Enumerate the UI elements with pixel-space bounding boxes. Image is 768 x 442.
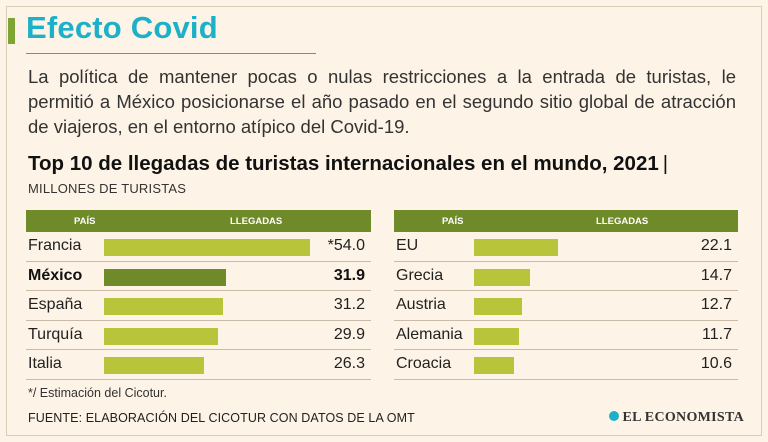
header-country-left: PAÍS — [74, 216, 96, 227]
brand-name: EL ECONOMISTA — [622, 410, 744, 425]
arrivals-value: *54.0 — [327, 237, 365, 254]
arrivals-value: 11.7 — [702, 325, 732, 343]
chart-title-text: Top 10 de llegadas de turistas internaci… — [28, 152, 659, 175]
country-label: Turquía — [28, 325, 83, 343]
arrivals-value: 31.2 — [333, 296, 365, 313]
table-row: España 31.2 — [26, 291, 371, 321]
chart-subtitle: MILLONES DE TURISTAS — [28, 181, 187, 196]
arrivals-bar — [104, 239, 310, 256]
arrivals-value: 12.7 — [700, 296, 732, 313]
country-label: Francia — [28, 237, 82, 254]
table-header-right: PAÍS LLEGADAS — [394, 210, 738, 232]
country-label: Alemania — [396, 325, 463, 343]
table-row: México 31.9 — [26, 262, 371, 291]
country-label: Austria — [396, 296, 446, 313]
brand-icon — [608, 411, 619, 421]
arrivals-value: 14.7 — [700, 266, 732, 284]
arrivals-value: 22.1 — [700, 237, 732, 254]
country-label: España — [28, 296, 83, 313]
page-title: Efecto Covid — [26, 10, 218, 45]
arrivals-bar — [474, 298, 522, 315]
arrivals-value: 31.9 — [333, 266, 365, 284]
country-label: Grecia — [396, 266, 444, 284]
ranking-table-left: PAÍS LLEGADAS Francia *54.0 México 31.9 Espa… — [26, 210, 371, 380]
arrivals-bar — [474, 327, 519, 345]
arrivals-bar — [104, 298, 223, 315]
intro-paragraph: La política de mantener pocas o nulas re… — [28, 66, 736, 137]
title-underline — [26, 53, 316, 54]
arrivals-value: 29.9 — [333, 325, 365, 343]
arrivals-bar — [104, 327, 218, 345]
arrivals-bar — [474, 357, 514, 374]
country-label: EU — [396, 237, 419, 254]
title-accent-bar — [8, 18, 15, 44]
arrivals-value: 10.6 — [700, 355, 732, 372]
table-row: Alemania 11.7 — [394, 321, 738, 350]
header-country-right: PAÍS — [442, 216, 464, 227]
footnote: */ Estimación del Cicotur. — [28, 386, 167, 400]
table-row: Turquía 29.9 — [26, 321, 371, 350]
country-label: Italia — [28, 355, 62, 372]
brand-logo: EL ECONOMISTA — [608, 410, 745, 426]
arrivals-bar — [474, 268, 530, 286]
header-arrivals-right: LLEGADAS — [596, 216, 649, 227]
arrivals-value: 26.3 — [333, 355, 365, 372]
table-header-left: PAÍS LLEGADAS — [26, 210, 371, 232]
table-row: Francia *54.0 — [26, 232, 371, 262]
arrivals-bar — [474, 239, 558, 256]
table-row: EU 22.1 — [394, 232, 738, 262]
table-row: Austria 12.7 — [394, 291, 738, 321]
table-row: Italia 26.3 — [26, 350, 371, 380]
country-label: México — [28, 266, 83, 284]
chart-title-pipe: | — [662, 152, 669, 175]
table-row: Grecia 14.7 — [394, 262, 738, 291]
source-line: FUENTE: ELABORACIÓN DEL CICOTUR CON DATO… — [28, 411, 415, 425]
arrivals-bar — [104, 268, 226, 286]
arrivals-bar — [104, 357, 204, 374]
ranking-table-right: PAÍS LLEGADAS EU 22.1 Grecia 14.7 Austria 12.… — [394, 210, 738, 380]
table-row: Croacia 10.6 — [394, 350, 738, 380]
country-label: Croacia — [396, 355, 452, 372]
chart-title: Top 10 de llegadas de turistas internaci… — [28, 152, 668, 176]
header-arrivals-left: LLEGADAS — [230, 216, 283, 227]
